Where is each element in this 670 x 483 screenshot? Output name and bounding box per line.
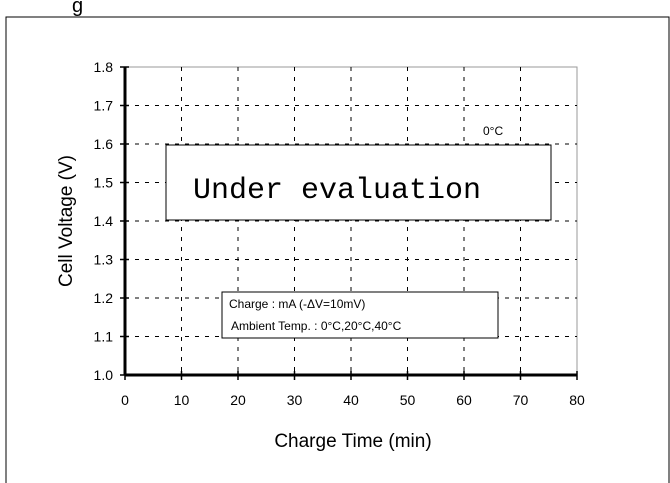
x-tick-label: 50: [400, 392, 416, 408]
x-tick-label: 20: [230, 392, 246, 408]
conditions-line-1: Charge : mA (-ΔV=10mV): [229, 297, 365, 311]
evaluation-notice: Under evaluation: [193, 174, 481, 208]
axes: [120, 66, 578, 380]
x-tick-label: 0: [121, 392, 129, 408]
y-tick-label: 1.8: [94, 59, 114, 75]
y-tick-label: 1.6: [94, 136, 114, 152]
gridlines: [125, 67, 577, 375]
y-tick-label: 1.5: [94, 175, 114, 191]
x-tick-labels: 0 10 20 30 40 50 60 70 80: [121, 392, 585, 408]
x-tick-label: 60: [456, 392, 472, 408]
conditions-box: [221, 291, 499, 339]
x-tick-label: 80: [569, 392, 585, 408]
y-axis-title: Cell Voltage (V): [56, 155, 77, 287]
x-tick-label: 30: [287, 392, 303, 408]
figure-frame: [5, 16, 670, 483]
y-tick-label: 1.2: [94, 290, 114, 306]
x-axis-title: Charge Time (min): [274, 431, 431, 452]
evaluation-box: [165, 144, 552, 221]
curve-label-0c: 0°C: [483, 124, 503, 138]
x-tick-label: 10: [174, 392, 190, 408]
y-tick-labels: 1.0 1.1 1.2 1.3 1.4 1.5 1.6 1.7 1.8: [94, 59, 114, 383]
y-tick-label: 1.3: [94, 252, 114, 268]
y-tick-label: 1.4: [94, 213, 114, 229]
y-tick-label: 1.7: [94, 98, 114, 114]
y-tick-label: 1.1: [94, 329, 114, 345]
x-tick-label: 40: [343, 392, 359, 408]
header-fragment: g: [72, 0, 83, 17]
conditions-line-2: Ambient Temp. : 0°C,20°C,40°C: [231, 319, 402, 333]
y-tick-label: 1.0: [94, 367, 114, 383]
x-tick-label: 70: [513, 392, 529, 408]
